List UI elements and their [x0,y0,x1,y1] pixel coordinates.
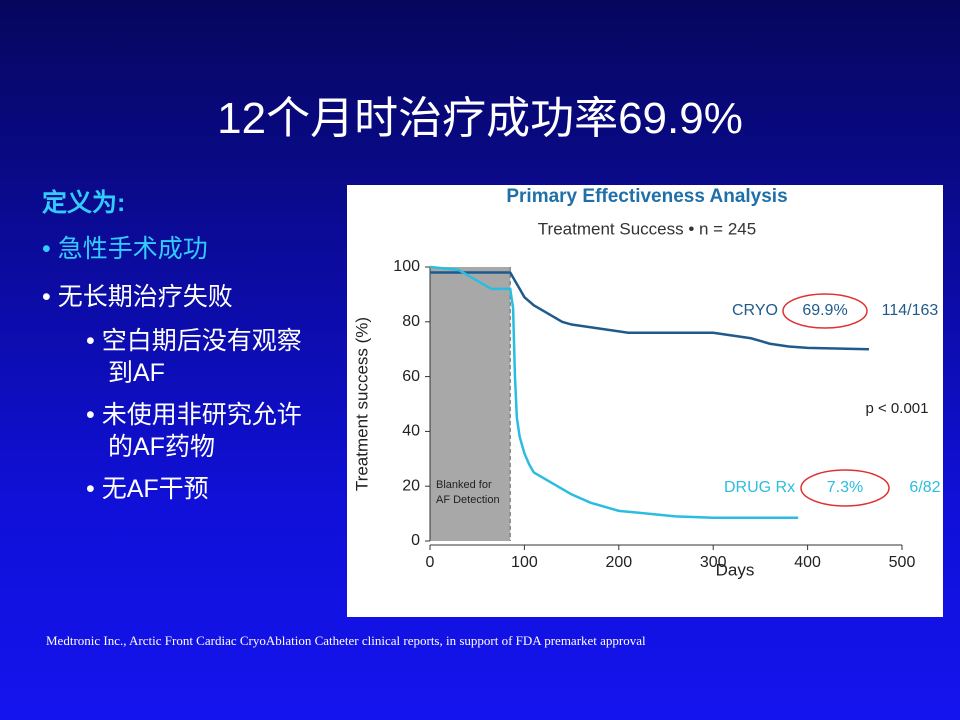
series-rate: 7.3% [827,479,863,496]
y-tick-label: 40 [402,423,420,440]
p-value: p < 0.001 [866,400,929,417]
y-tick-label: 100 [393,258,420,275]
chart-title: Primary Effectiveness Analysis [506,186,787,207]
y-tick-label: 60 [402,368,420,385]
y-tick-label: 20 [402,477,420,494]
sub-bullet: 未使用非研究允许的AF药物 [86,399,318,463]
x-tick-label: 400 [794,554,821,571]
x-axis-label: Days [716,560,755,579]
blanked-label: AF Detection [436,494,500,506]
chart-panel: Primary Effectiveness Analysis Treatment… [347,185,943,617]
blanked-region [430,267,511,541]
sub-bullet: 无AF干预 [86,473,318,505]
blanked-label: Blanked for [436,479,492,491]
bullet-text: 急性手术成功 [57,235,208,263]
series-count: 6/82 [909,479,940,496]
heading: 定义为: [42,189,126,217]
sub-bullet-text: 未使用非研究允许的AF药物 [101,401,302,461]
bullet: 急性手术成功 [42,229,342,265]
y-axis-label: Treatment success (%) [352,317,371,491]
y-tick-label: 0 [411,532,420,549]
chart: Primary Effectiveness Analysis Treatment… [352,186,940,579]
x-tick-label: 200 [605,554,632,571]
x-tick-label: 300 [700,554,727,571]
series-count: 114/163 [882,302,939,319]
survival-curve [430,271,869,351]
slide-title: 12个月时治疗成功率69.9% [217,94,743,143]
sub-bullet-text: 无AF干预 [101,475,209,503]
survival-curve [429,265,799,519]
highlight-ellipse [782,293,868,329]
x-tick-label: 500 [889,554,916,571]
series-name: CRYO [732,302,778,319]
series-rate: 69.9% [802,302,847,319]
series-name: DRUG Rx [724,479,795,496]
chart-subtitle: Treatment Success • n = 245 [538,219,756,238]
sub-bullet: 空白期后没有观察到AF [86,325,318,389]
bullet: 无长期治疗失败 [42,277,342,313]
highlight-ellipse [800,469,890,507]
footnote: Medtronic Inc., Arctic Front Cardiac Cry… [46,633,646,648]
bullet-text: 无长期治疗失败 [57,283,233,311]
x-tick-label: 0 [426,554,435,571]
definition-list: 定义为: 急性手术成功 无长期治疗失败 空白期后没有观察到AF 未使用非研究允许… [42,183,342,515]
x-tick-label: 100 [511,554,538,571]
sub-bullet-text: 空白期后没有观察到AF [101,327,302,387]
y-tick-label: 80 [402,313,420,330]
